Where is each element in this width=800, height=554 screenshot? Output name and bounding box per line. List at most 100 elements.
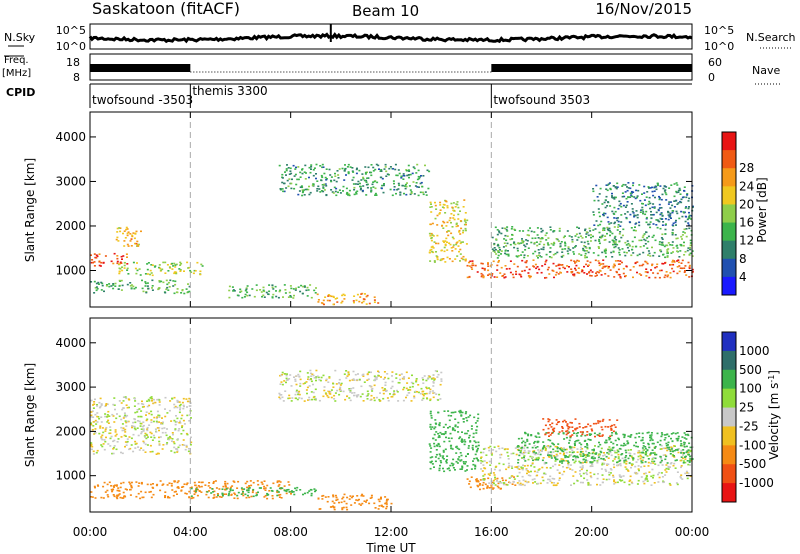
echo-cell — [295, 183, 298, 186]
echo-cell — [662, 481, 665, 484]
echo-cell — [517, 255, 520, 257]
echo-cell — [518, 468, 521, 470]
echo-cell — [173, 451, 176, 454]
echo-cell — [402, 173, 405, 175]
echo-cell — [96, 412, 99, 414]
echo-cell — [365, 501, 367, 503]
echo-cell — [92, 453, 95, 455]
echo-cell — [487, 269, 490, 272]
echo-cell — [323, 389, 326, 392]
echo-cell — [327, 294, 330, 296]
echo-cell — [454, 258, 457, 260]
echo-cell — [649, 439, 652, 442]
echo-cell — [411, 374, 413, 377]
echo-cell — [364, 166, 367, 168]
echo-cell — [483, 478, 486, 480]
echo-cell — [204, 484, 207, 486]
echo-cell — [319, 379, 322, 382]
echo-cell — [684, 220, 687, 223]
echo-cell — [645, 451, 647, 453]
cbar-swatch — [722, 483, 736, 503]
echo-cell — [144, 451, 147, 453]
echo-cell — [100, 496, 103, 499]
echo-cell — [365, 295, 368, 298]
echo-cell — [445, 460, 448, 462]
echo-cell — [614, 241, 617, 243]
echo-cell — [134, 418, 136, 421]
echo-cell — [100, 261, 103, 264]
echo-cell — [185, 444, 188, 447]
echo-cell — [503, 238, 506, 240]
echo-cell — [622, 444, 625, 447]
echo-cell — [542, 246, 545, 249]
echo-cell — [112, 284, 115, 286]
echo-cell — [328, 168, 331, 171]
echo-cell — [520, 448, 523, 451]
echo-cell — [623, 251, 626, 254]
echo-cell — [329, 391, 332, 393]
echo-cell — [637, 479, 640, 482]
echo-cell — [373, 296, 376, 298]
echo-cell — [595, 220, 598, 222]
echo-cell — [577, 456, 580, 459]
echo-cell — [285, 377, 288, 380]
echo-cell — [301, 168, 304, 170]
echo-cell — [536, 244, 539, 247]
echo-cell — [543, 445, 546, 447]
echo-cell — [112, 452, 115, 455]
echo-cell — [333, 186, 336, 189]
echo-cell — [590, 476, 593, 479]
echo-cell — [622, 475, 625, 477]
echo-cell — [456, 241, 459, 243]
echo-cell — [200, 491, 203, 493]
echo-cell — [580, 254, 583, 256]
echo-cell — [113, 421, 116, 423]
echo-cell — [126, 440, 129, 443]
echo-cell — [477, 417, 480, 420]
echo-cell — [601, 462, 604, 465]
echo-cell — [624, 213, 627, 215]
echo-cell — [471, 447, 474, 449]
echo-cell — [552, 465, 554, 468]
echo-cell — [654, 185, 657, 187]
echo-cell — [120, 279, 123, 282]
echo-cell — [609, 435, 612, 437]
echo-cell — [491, 488, 494, 490]
echo-cell — [659, 443, 662, 446]
echo-cell — [176, 450, 179, 452]
echo-cell — [510, 476, 513, 478]
echo-cell — [494, 248, 497, 251]
echo-cell — [180, 292, 183, 294]
echo-cell — [585, 472, 588, 474]
echo-cell — [228, 285, 231, 288]
echo-cell — [339, 384, 342, 386]
echo-cell — [225, 488, 228, 490]
echo-cell — [667, 465, 670, 468]
echo-cell — [156, 416, 159, 418]
echo-cell — [527, 481, 530, 483]
echo-cell — [525, 260, 528, 262]
echo-cell — [257, 483, 260, 486]
echo-cell — [633, 196, 636, 198]
echo-cell — [290, 490, 293, 493]
echo-cell — [597, 445, 600, 448]
echo-cell — [613, 263, 616, 266]
echo-cell — [614, 426, 617, 428]
echo-cell — [308, 385, 311, 387]
echo-cell — [614, 235, 617, 238]
echo-cell — [493, 468, 496, 471]
echo-cell — [607, 267, 610, 269]
echo-cell — [609, 234, 611, 237]
echo-cell — [393, 182, 395, 185]
echo-cell — [341, 167, 344, 170]
echo-cell — [148, 412, 151, 415]
echo-cell — [618, 204, 621, 207]
echo-cell — [322, 494, 325, 497]
echo-cell — [548, 478, 551, 481]
echo-cell — [521, 259, 524, 262]
echo-cell — [224, 488, 226, 491]
echo-cell — [351, 392, 354, 394]
echo-cell — [224, 480, 227, 483]
echo-cell — [237, 491, 240, 494]
echo-cell — [447, 467, 450, 469]
